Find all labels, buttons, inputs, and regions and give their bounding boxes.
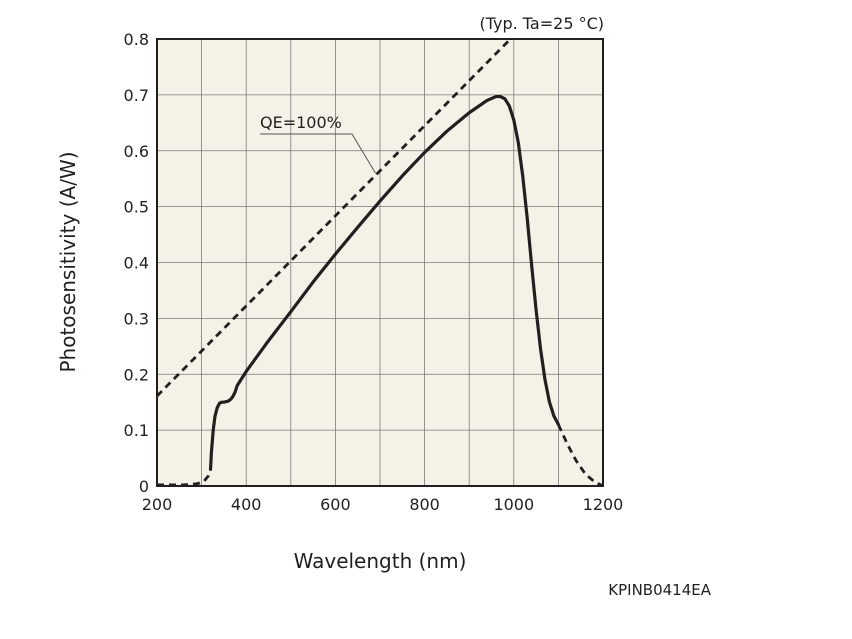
y-tick-label: 0 bbox=[139, 477, 149, 496]
y-tick-label: 0.5 bbox=[124, 198, 149, 217]
condition-note: (Typ. Ta=25 °C) bbox=[479, 14, 604, 33]
y-tick-label: 0.6 bbox=[124, 142, 149, 161]
qe-annotation: QE=100% bbox=[260, 113, 376, 174]
x-axis-title: Wavelength (nm) bbox=[294, 549, 467, 573]
series-layer bbox=[157, 39, 603, 486]
figure-code: KPINB0414EA bbox=[608, 581, 711, 599]
y-tick-label: 0.3 bbox=[124, 309, 149, 328]
x-tick-label: 1200 bbox=[583, 495, 624, 514]
y-tick-label: 0.7 bbox=[124, 86, 149, 105]
x-tick-label: 400 bbox=[231, 495, 262, 514]
y-tick-label: 0.2 bbox=[124, 365, 149, 384]
x-tick-label: 1000 bbox=[493, 495, 534, 514]
qe-leader-line bbox=[260, 133, 376, 174]
plot-frame bbox=[156, 38, 604, 487]
x-tick-label: 600 bbox=[320, 495, 351, 514]
grid bbox=[157, 39, 603, 486]
x-tick-label: 800 bbox=[409, 495, 440, 514]
y-tick-label: 0.1 bbox=[124, 421, 149, 440]
photosensitivity-curve bbox=[208, 94, 560, 471]
qe-annotation-label: QE=100% bbox=[260, 113, 342, 132]
photosensitivity-low-tail bbox=[157, 468, 212, 486]
y-axis-title: Photosensitivity (A/W) bbox=[56, 151, 80, 372]
photosensitivity-high-tail bbox=[557, 423, 603, 486]
y-tick-label: 0.4 bbox=[124, 254, 149, 273]
x-tick-label: 200 bbox=[142, 495, 173, 514]
tick-labels: 200 400 600 800 1000 1200 0 0.1 0.2 0.3 0.4 0.5 0.6 0… bbox=[124, 30, 624, 514]
y-tick-label: 0.8 bbox=[124, 30, 149, 49]
